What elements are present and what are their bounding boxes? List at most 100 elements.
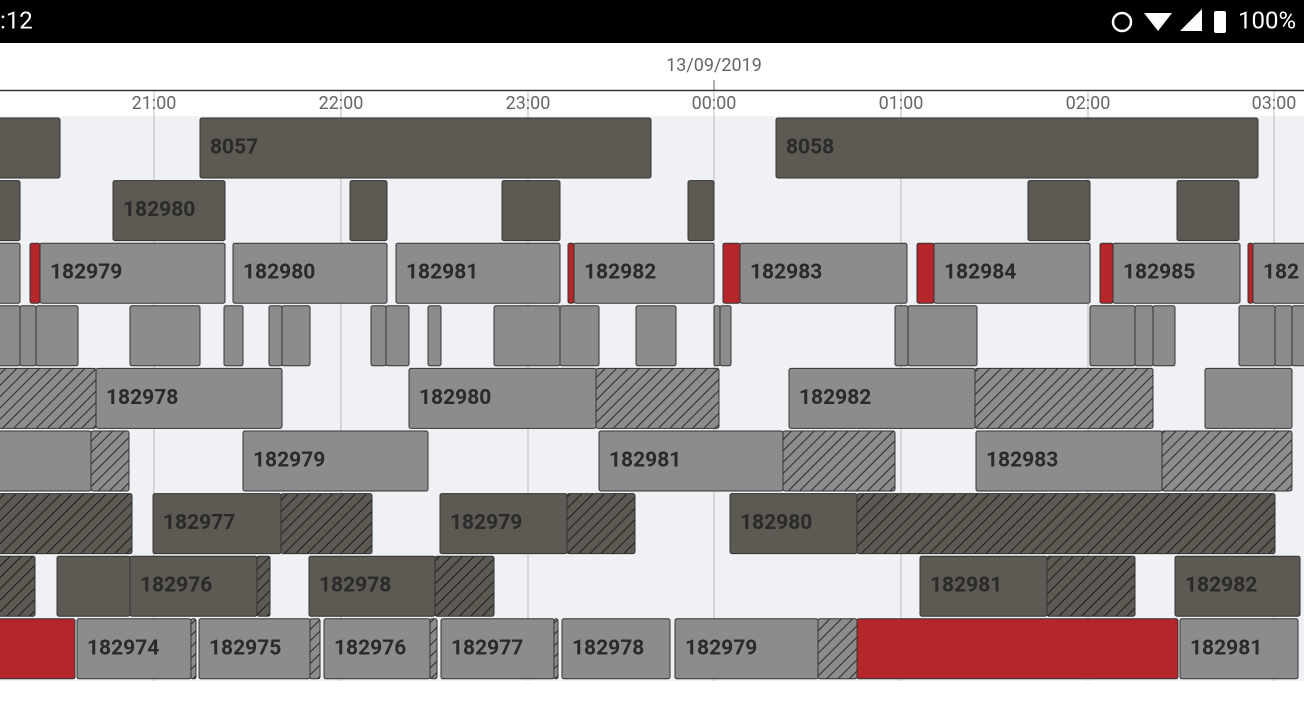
- status-time: :12: [0, 6, 33, 34]
- schedule-block: [1274, 305, 1293, 367]
- schedule-block: [19, 305, 37, 367]
- block-label: 182981: [609, 449, 681, 473]
- schedule-block: [894, 305, 909, 367]
- schedule-block: [775, 117, 1259, 179]
- block-label: 182: [1263, 261, 1299, 285]
- block-label: 182976: [140, 574, 212, 598]
- block-label: 182978: [106, 386, 178, 410]
- schedule-block: [0, 555, 36, 617]
- schedule-block: [1152, 305, 1176, 367]
- schedule-block: [0, 305, 21, 367]
- schedule-block: [281, 305, 311, 367]
- block-label: 182976: [334, 636, 406, 660]
- block-label: 8058: [786, 136, 834, 160]
- schedule-block: [782, 430, 896, 492]
- schedule-block: [29, 242, 41, 304]
- schedule-block: [0, 618, 76, 680]
- schedule-block: [573, 242, 715, 304]
- hour-label: 00:00: [692, 93, 737, 114]
- schedule-block: [493, 305, 561, 367]
- block-label: 182983: [750, 261, 822, 285]
- schedule-block: [1291, 305, 1304, 367]
- block-label: 182982: [584, 261, 656, 285]
- hour-label: 23:00: [506, 93, 551, 114]
- block-label: 182975: [209, 636, 281, 660]
- schedule-block: [0, 493, 133, 555]
- block-label: 8057: [210, 136, 258, 160]
- schedule-block: [1089, 305, 1136, 367]
- schedule-block: [1252, 242, 1304, 304]
- schedule-block: [1238, 305, 1276, 367]
- schedule-block: [112, 180, 226, 242]
- schedule-block: [434, 555, 495, 617]
- schedule-block: [0, 117, 61, 179]
- schedule-block: [95, 367, 283, 429]
- schedule-block: [1247, 242, 1254, 304]
- schedule-block: [1027, 180, 1091, 242]
- schedule-block: [256, 555, 271, 617]
- hour-label: 22:00: [319, 93, 364, 114]
- schedule-block: [687, 180, 715, 242]
- schedule-block: [223, 305, 244, 367]
- schedule-block: [35, 305, 79, 367]
- schedule-block: [385, 305, 410, 367]
- schedule-block: [635, 305, 677, 367]
- block-label: 182982: [799, 386, 871, 410]
- schedule-block: [427, 305, 442, 367]
- schedule-block: [1134, 305, 1154, 367]
- schedule-block: [199, 117, 652, 179]
- block-label: 182980: [740, 511, 812, 535]
- schedule-block: [501, 180, 561, 242]
- schedule-block: [1112, 242, 1241, 304]
- schedule-block: [280, 493, 373, 555]
- schedule-block: [309, 618, 321, 680]
- schedule-block: [232, 242, 388, 304]
- schedule-block: [713, 305, 721, 367]
- schedule-block: [395, 242, 561, 304]
- schedule-block: [0, 367, 97, 429]
- schedule-block: [974, 367, 1154, 429]
- schedule-block: [1179, 618, 1299, 680]
- block-label: 182978: [572, 636, 644, 660]
- schedule-block: [856, 618, 1179, 680]
- block-label: 182980: [123, 198, 195, 222]
- block-label: 182979: [450, 511, 522, 535]
- date-label: 13/09/2019: [666, 55, 762, 76]
- block-label: 182978: [319, 574, 391, 598]
- hour-label: 03:00: [1252, 93, 1297, 114]
- schedule-block: [1161, 430, 1293, 492]
- schedule-block: [1099, 242, 1114, 304]
- schedule-block: [561, 618, 671, 680]
- block-label: 182984: [944, 261, 1016, 285]
- schedule-block: [90, 430, 130, 492]
- block-label: 182977: [451, 636, 523, 660]
- block-label: 182979: [253, 449, 325, 473]
- schedule-block: [0, 430, 92, 492]
- schedule-block: [566, 493, 636, 555]
- hour-label: 21:00: [132, 93, 177, 114]
- hour-label: 02:00: [1066, 93, 1111, 114]
- schedule-block: [856, 493, 1276, 555]
- schedule-block: [0, 242, 21, 304]
- schedule-block: [0, 180, 21, 242]
- block-label: 182974: [87, 636, 159, 660]
- block-label: 182981: [930, 574, 1002, 598]
- schedule-block: [559, 305, 600, 367]
- schedule-block: [719, 305, 732, 367]
- schedule-block: [349, 180, 388, 242]
- schedule-block: [129, 305, 201, 367]
- block-label: 182982: [1185, 574, 1257, 598]
- block-label: 182977: [163, 511, 235, 535]
- schedule-block: [907, 305, 978, 367]
- block-label: 182985: [1123, 261, 1195, 285]
- schedule-block: [1174, 555, 1301, 617]
- schedule-block: [1046, 555, 1136, 617]
- schedule-block: [370, 305, 387, 367]
- block-label: 182980: [243, 261, 315, 285]
- schedule-block: [553, 618, 559, 680]
- status-bar: [0, 0, 1304, 43]
- schedule-block: [722, 242, 741, 304]
- schedule-block: [916, 242, 935, 304]
